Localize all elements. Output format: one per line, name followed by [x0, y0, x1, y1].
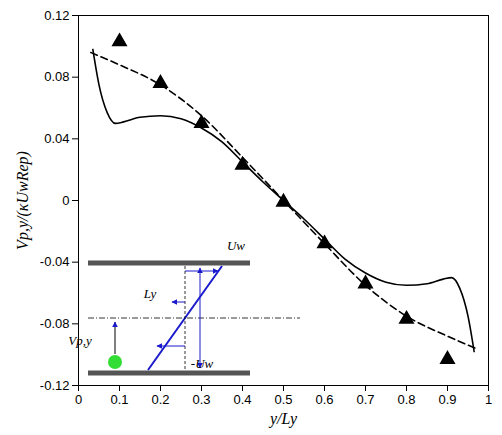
- svg-text:0.3: 0.3: [192, 392, 210, 407]
- svg-text:0.8: 0.8: [397, 392, 415, 407]
- svg-text:-0.12: -0.12: [40, 378, 70, 393]
- svg-text:0.7: 0.7: [356, 392, 374, 407]
- svg-text:0.2: 0.2: [151, 392, 169, 407]
- svg-text:-0.04: -0.04: [40, 254, 70, 269]
- svg-text:Vp,y/(κUwRep): Vp,y/(κUwRep): [14, 151, 32, 250]
- svg-text:-Uw: -Uw: [191, 356, 214, 371]
- svg-text:0.1: 0.1: [110, 392, 128, 407]
- svg-text:0.9: 0.9: [438, 392, 456, 407]
- svg-text:y/Ly: y/Ly: [268, 410, 298, 428]
- svg-text:0.04: 0.04: [44, 131, 69, 146]
- svg-text:0.6: 0.6: [315, 392, 333, 407]
- svg-text:-0.08: -0.08: [40, 316, 70, 331]
- svg-text:0: 0: [75, 392, 82, 407]
- svg-text:0.08: 0.08: [44, 69, 69, 84]
- svg-text:Ly: Ly: [143, 286, 157, 301]
- svg-text:0.5: 0.5: [274, 392, 292, 407]
- svg-text:0.12: 0.12: [44, 8, 69, 23]
- svg-text:0: 0: [62, 193, 69, 208]
- svg-text:Uw: Uw: [227, 238, 245, 253]
- svg-text:0.4: 0.4: [233, 392, 251, 407]
- svg-text:Vp,y: Vp,y: [68, 333, 92, 348]
- svg-text:1: 1: [485, 392, 492, 407]
